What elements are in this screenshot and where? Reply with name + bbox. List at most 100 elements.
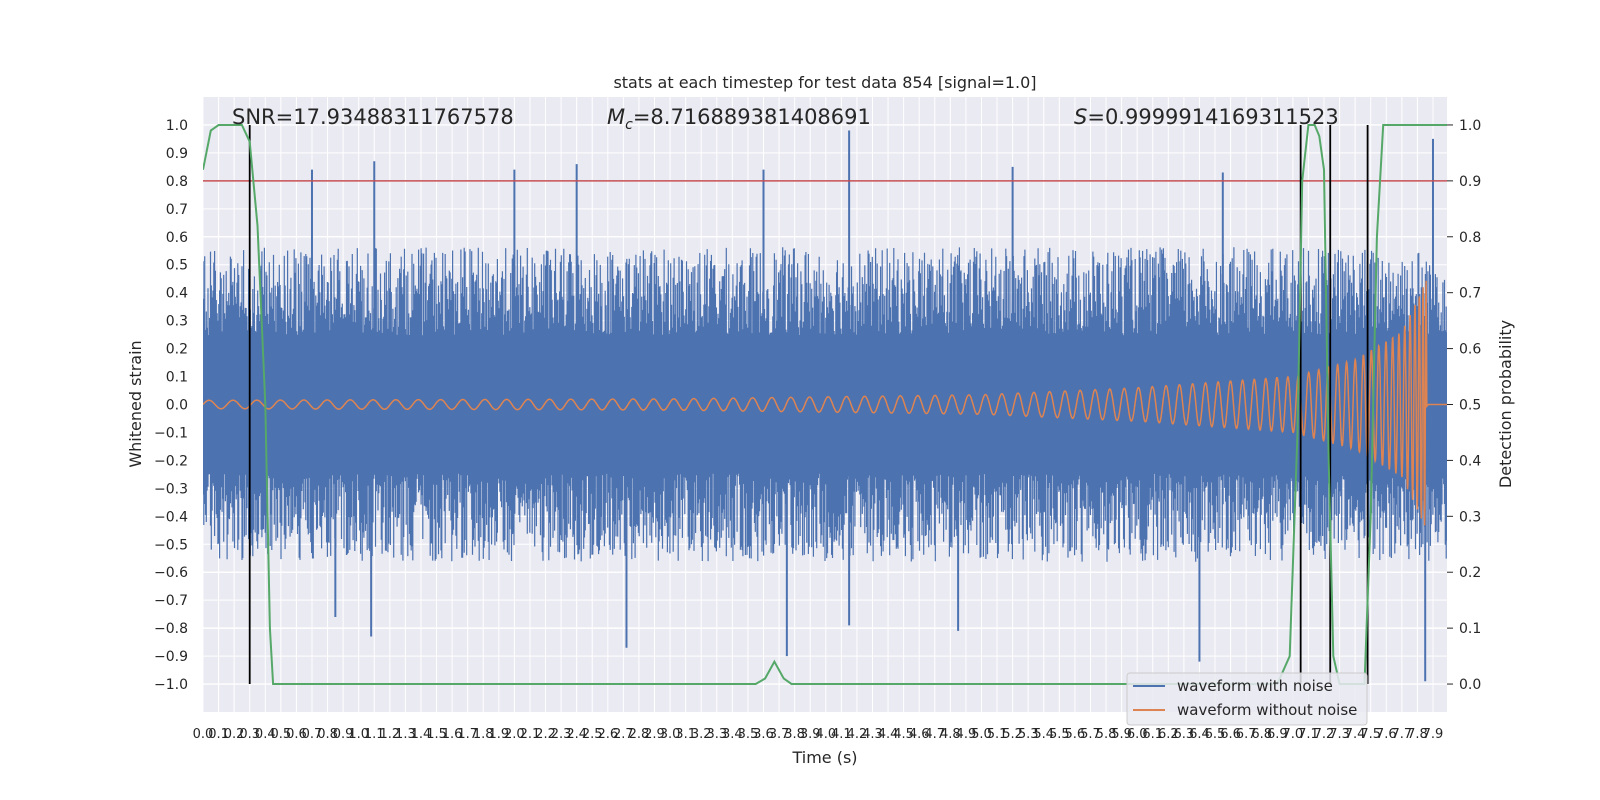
x-tick-label: 1.2 <box>379 727 400 742</box>
x-tick-label: 1.6 <box>442 727 463 742</box>
series-waveform-without-noise <box>203 280 1447 526</box>
x-tick-label: 5.3 <box>1018 727 1039 742</box>
right-axis-ticks: 1.0 0.9 0.8 0.7 0.6 0.5 0.4 0.3 0.2 0.1 0.0 <box>1447 118 1481 693</box>
clean-waveform-trace <box>203 280 1447 526</box>
x-tick-label: 2.7 <box>613 727 634 742</box>
y-tick-label-left: −0.8 <box>154 621 188 637</box>
x-tick-label: 6.6 <box>1220 727 1241 742</box>
x-tick-label: 7.8 <box>1407 727 1428 742</box>
x-tick-label: 3.7 <box>769 727 790 742</box>
x-tick-label: 2.2 <box>535 727 556 742</box>
x-tick-label: 7.1 <box>1298 727 1319 742</box>
legend-label-noise: waveform with noise <box>1177 677 1333 695</box>
x-tick-label: 2.9 <box>644 727 665 742</box>
x-tick-label: 0.2 <box>224 727 245 742</box>
legend-label-clean: waveform without noise <box>1177 701 1357 719</box>
x-tick-label: 5.0 <box>971 727 992 742</box>
legend-box <box>1126 672 1368 726</box>
legend: waveform with noise waveform without noi… <box>1126 672 1368 726</box>
score-symbol: S <box>1074 105 1087 129</box>
x-tick-label: 2.6 <box>597 727 618 742</box>
x-axis-label: Time (s) <box>791 748 857 767</box>
y-tick-label-right: 0.9 <box>1459 174 1481 190</box>
x-tick-label: 1.9 <box>488 727 509 742</box>
x-tick-label: 0.0 <box>193 727 214 742</box>
left-axis-ticks: 1.0 0.9 0.8 0.7 0.6 0.5 0.4 0.3 0.2 0.1 0.0 −0.1 −0.… <box>154 118 188 693</box>
y-tick-label-left: 0.9 <box>166 146 188 162</box>
x-tick-label: 2.8 <box>629 727 650 742</box>
x-tick-label: 4.9 <box>956 727 977 742</box>
x-tick-label: 3.6 <box>753 727 774 742</box>
x-tick-label: 6.1 <box>1142 727 1163 742</box>
series-detection-probability <box>203 124 1447 685</box>
x-tick-label: 6.7 <box>1236 727 1257 742</box>
x-tick-label: 2.3 <box>551 727 572 742</box>
x-tick-label: 4.0 <box>815 727 836 742</box>
chirp-mass-annotation: Mc=8.716889381408691 <box>607 105 871 133</box>
x-tick-label: 4.2 <box>847 727 868 742</box>
x-tick-label: 6.9 <box>1267 727 1288 742</box>
x-tick-label: 3.0 <box>660 727 681 742</box>
x-tick-label: 4.1 <box>831 727 852 742</box>
y-tick-label-right: 0.5 <box>1459 398 1481 414</box>
score-annotation: S=0.9999914169311523 <box>1074 105 1339 129</box>
x-tick-label: 0.6 <box>286 727 307 742</box>
y-tick-label-right: 0.4 <box>1459 453 1481 469</box>
x-tick-label: 5.5 <box>1049 727 1070 742</box>
y-tick-label-left: 0.3 <box>166 314 188 330</box>
x-tick-label: 2.4 <box>566 727 587 742</box>
x-tick-label: 6.3 <box>1174 727 1195 742</box>
y-axis-label-left: Whitened strain <box>126 340 145 467</box>
x-tick-label: 4.3 <box>862 727 883 742</box>
x-tick-label: 7.5 <box>1360 727 1381 742</box>
x-tick-label: 1.3 <box>395 727 416 742</box>
x-tick-label: 0.3 <box>239 727 260 742</box>
x-tick-label: 3.4 <box>722 727 743 742</box>
x-tick-label: 7.9 <box>1423 727 1444 742</box>
snr-annotation: SNR=17.93488311767578 <box>232 105 514 129</box>
x-tick-label: 5.9 <box>1111 727 1132 742</box>
y-tick-label-right: 0.8 <box>1459 230 1481 246</box>
x-tick-label: 0.5 <box>271 727 292 742</box>
chart-title: stats at each timestep for test data 854… <box>613 73 1036 92</box>
x-tick-label: 7.3 <box>1329 727 1350 742</box>
y-tick-label-right: 0.3 <box>1459 509 1481 525</box>
chirp-mass-symbol: M <box>607 105 625 129</box>
x-tick-label: 4.7 <box>924 727 945 742</box>
y-tick-label-left: 0.0 <box>166 398 188 414</box>
y-tick-label-left: 0.6 <box>166 230 188 246</box>
x-tick-label: 7.6 <box>1376 727 1397 742</box>
x-tick-label: 4.6 <box>909 727 930 742</box>
x-axis-ticks: 0.00.10.20.30.40.50.60.70.80.91.01.11.21… <box>193 727 1444 742</box>
y-tick-label-right: 1.0 <box>1459 118 1481 134</box>
y-tick-label-left: 0.1 <box>166 370 188 386</box>
y-tick-label-right: 0.1 <box>1459 621 1481 637</box>
y-tick-label-left: 0.8 <box>166 174 188 190</box>
y-tick-label-left: −0.1 <box>154 425 188 441</box>
y-tick-label-left: 0.7 <box>166 202 188 218</box>
x-tick-label: 1.4 <box>411 727 432 742</box>
x-tick-label: 5.6 <box>1065 727 1086 742</box>
x-tick-label: 3.1 <box>675 727 696 742</box>
x-tick-label: 1.8 <box>473 727 494 742</box>
y-tick-label-right: 0.7 <box>1459 286 1481 302</box>
x-tick-label: 6.2 <box>1158 727 1179 742</box>
y-tick-label-left: −0.5 <box>154 537 188 553</box>
x-tick-label: 6.8 <box>1251 727 1272 742</box>
x-tick-label: 3.9 <box>800 727 821 742</box>
y-tick-label-right: 0.2 <box>1459 565 1481 581</box>
y-tick-label-left: −0.7 <box>154 593 188 609</box>
x-tick-label: 6.5 <box>1205 727 1226 742</box>
x-tick-label: 2.0 <box>504 727 525 742</box>
y-tick-label-right: 0.0 <box>1459 677 1481 693</box>
x-tick-label: 2.5 <box>582 727 603 742</box>
x-tick-label: 3.5 <box>738 727 759 742</box>
y-tick-label-left: 0.2 <box>166 342 188 358</box>
x-tick-label: 4.5 <box>893 727 914 742</box>
x-tick-label: 2.1 <box>520 727 541 742</box>
y-tick-label-right: 0.6 <box>1459 342 1481 358</box>
x-tick-label: 5.2 <box>1002 727 1023 742</box>
score-value: =0.9999914169311523 <box>1087 105 1338 129</box>
y-tick-label-left: 0.5 <box>166 258 188 274</box>
